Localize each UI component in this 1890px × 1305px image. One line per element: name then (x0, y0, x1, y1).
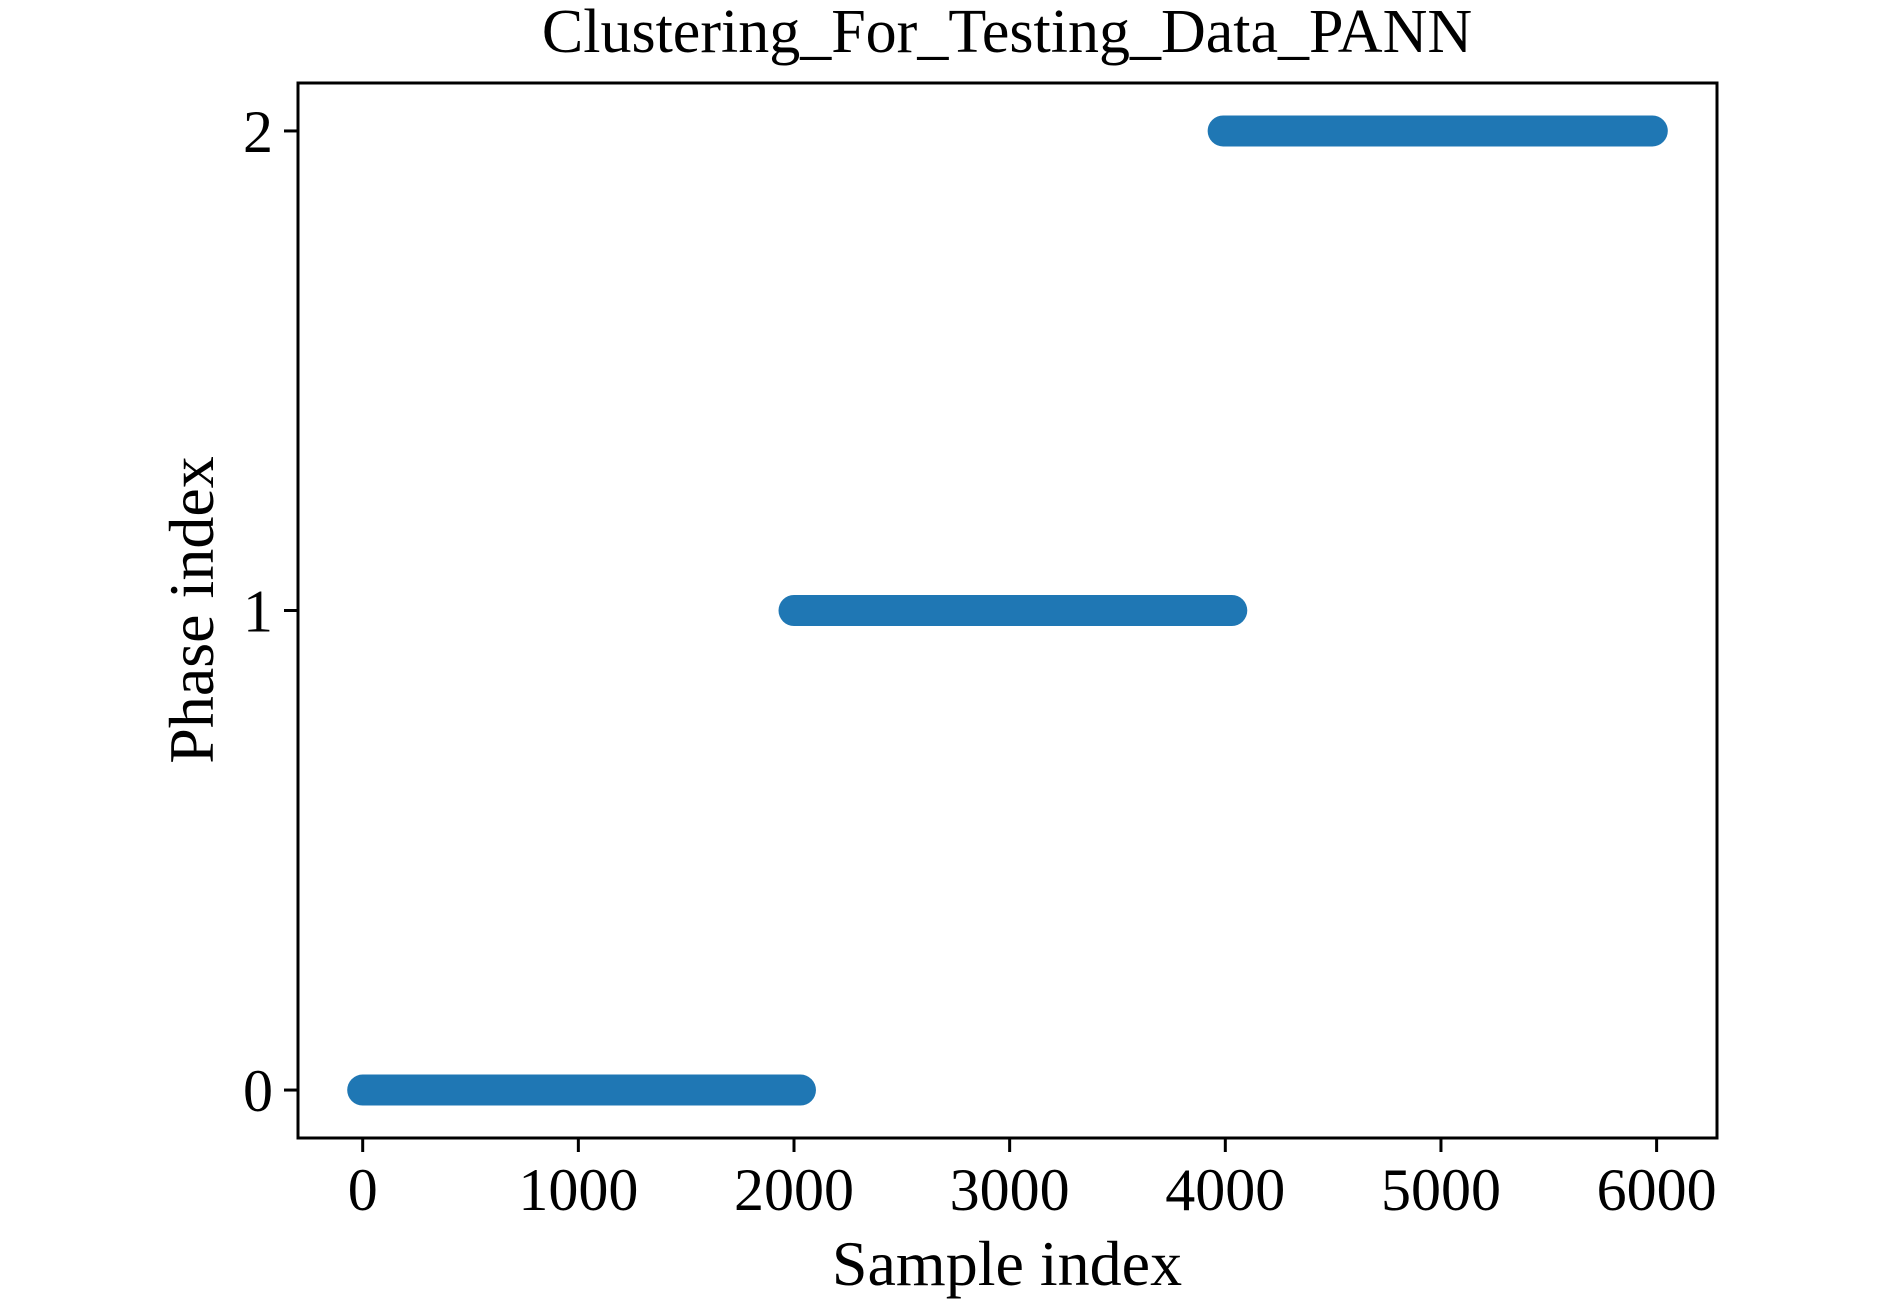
x-tick-label: 6000 (1597, 1157, 1717, 1223)
y-tick-label: 2 (243, 99, 273, 165)
chart-title: Clustering_For_Testing_Data_PANN (542, 0, 1472, 66)
y-tick-label: 0 (243, 1058, 273, 1124)
x-tick-label: 0 (348, 1157, 378, 1223)
y-axis-label: Phase index (156, 456, 227, 764)
x-tick-label: 1000 (518, 1157, 638, 1223)
x-tick-label: 3000 (950, 1157, 1070, 1223)
x-tick-label: 2000 (734, 1157, 854, 1223)
x-tick-label: 4000 (1165, 1157, 1285, 1223)
x-axis-label: Sample index (832, 1228, 1182, 1299)
x-tick-label: 5000 (1381, 1157, 1501, 1223)
y-tick-label: 1 (243, 579, 273, 645)
plot-content: 0 1000 2000 3000 4000 5000 6000 0 1 2 (243, 81, 1719, 1223)
